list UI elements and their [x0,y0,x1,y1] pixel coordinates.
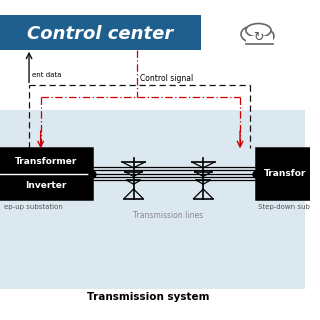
FancyBboxPatch shape [0,15,201,50]
Text: ↻: ↻ [253,31,264,44]
Text: Transfor: Transfor [264,169,307,178]
Text: Control signal: Control signal [140,74,194,83]
FancyBboxPatch shape [0,148,92,199]
Text: Transmission lines: Transmission lines [133,211,204,220]
Ellipse shape [241,27,262,42]
FancyBboxPatch shape [257,148,315,199]
FancyBboxPatch shape [0,110,305,289]
Ellipse shape [246,24,271,37]
Text: Control center: Control center [27,25,173,43]
Text: Transmission system: Transmission system [87,292,210,302]
Bar [246,36,273,44]
Text: Inverter: Inverter [25,180,67,190]
Ellipse shape [257,29,274,43]
Text: ent data: ent data [32,72,61,78]
Text: ep-up substation: ep-up substation [4,204,63,210]
Text: Transformer: Transformer [15,157,77,166]
Text: Step-down sub: Step-down sub [259,204,310,210]
